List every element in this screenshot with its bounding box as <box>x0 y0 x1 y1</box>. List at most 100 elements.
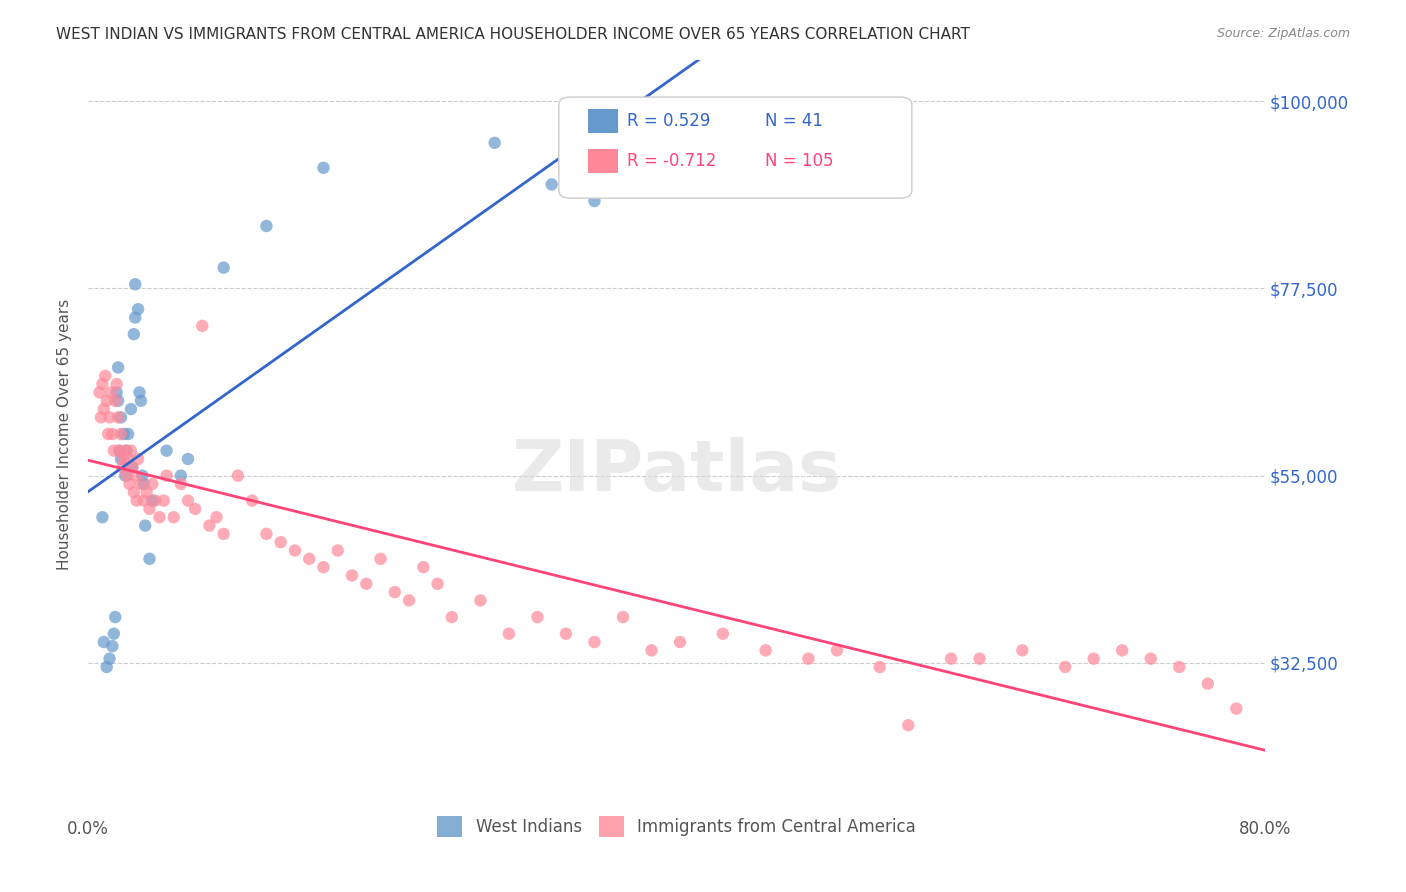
Point <box>326 543 349 558</box>
Point <box>98 651 121 665</box>
Point <box>105 377 128 392</box>
Point <box>110 410 132 425</box>
Point <box>398 593 420 607</box>
Point <box>114 468 136 483</box>
Point <box>1111 643 1133 657</box>
Point <box>177 493 200 508</box>
Point <box>132 477 155 491</box>
Point <box>97 427 120 442</box>
Point <box>135 485 157 500</box>
Point <box>939 651 962 665</box>
Point <box>284 543 307 558</box>
Point <box>212 260 235 275</box>
Point <box>797 651 820 665</box>
Point <box>470 593 492 607</box>
Point <box>256 219 278 233</box>
Point <box>212 527 235 541</box>
Point <box>96 393 118 408</box>
Point <box>112 427 135 442</box>
Point <box>412 560 434 574</box>
Point <box>669 635 692 649</box>
Point <box>969 651 991 665</box>
Legend: West Indians, Immigrants from Central America: West Indians, Immigrants from Central Am… <box>429 808 924 845</box>
Point <box>91 510 114 524</box>
Point <box>148 510 170 524</box>
Point <box>755 643 778 657</box>
Point <box>115 443 138 458</box>
Point <box>90 410 112 425</box>
Point <box>484 136 506 150</box>
Text: N = 41: N = 41 <box>765 112 823 130</box>
Text: R = -0.712: R = -0.712 <box>627 153 717 170</box>
Point <box>356 576 378 591</box>
Point <box>141 477 163 491</box>
Point <box>122 327 145 342</box>
Point <box>1197 676 1219 690</box>
Point <box>118 477 141 491</box>
Point <box>312 560 335 574</box>
Point <box>177 452 200 467</box>
Point <box>121 460 143 475</box>
Point <box>108 443 131 458</box>
Point <box>93 635 115 649</box>
Point <box>111 460 134 475</box>
Point <box>143 493 166 508</box>
Point <box>108 443 131 458</box>
Point <box>312 161 335 175</box>
Point <box>98 410 121 425</box>
Point <box>105 385 128 400</box>
Point <box>583 194 606 208</box>
Point <box>107 360 129 375</box>
Point <box>711 626 734 640</box>
Point <box>120 443 142 458</box>
Point <box>640 643 662 657</box>
Point <box>101 639 124 653</box>
Point <box>155 468 177 483</box>
Y-axis label: Householder Income Over 65 years: Householder Income Over 65 years <box>58 299 72 570</box>
Point <box>370 551 392 566</box>
Point <box>115 468 138 483</box>
Point <box>107 410 129 425</box>
Point <box>103 443 125 458</box>
Point <box>184 502 207 516</box>
Point <box>526 610 548 624</box>
Point <box>138 551 160 566</box>
Text: R = 0.529: R = 0.529 <box>627 112 710 130</box>
Point <box>191 318 214 333</box>
Point <box>132 493 155 508</box>
Point <box>256 527 278 541</box>
Point <box>384 585 406 599</box>
Point <box>101 427 124 442</box>
Point <box>226 468 249 483</box>
Point <box>825 643 848 657</box>
Point <box>655 161 678 175</box>
Point <box>124 277 146 292</box>
Point <box>125 493 148 508</box>
Point <box>121 460 143 475</box>
FancyBboxPatch shape <box>558 97 912 198</box>
Point <box>134 518 156 533</box>
Point <box>114 443 136 458</box>
Point <box>117 427 139 442</box>
Point <box>89 385 111 400</box>
Point <box>141 493 163 508</box>
Point <box>1083 651 1105 665</box>
Point <box>555 626 578 640</box>
Bar <box>588 109 617 133</box>
Point <box>540 178 562 192</box>
Point <box>127 452 149 467</box>
Point <box>426 576 449 591</box>
Point <box>104 393 127 408</box>
Point <box>124 468 146 483</box>
Point <box>94 368 117 383</box>
Point <box>124 310 146 325</box>
Point <box>129 393 152 408</box>
Point <box>240 493 263 508</box>
Point <box>104 610 127 624</box>
Point <box>298 551 321 566</box>
Text: N = 105: N = 105 <box>765 153 834 170</box>
Bar <box>588 150 617 173</box>
Point <box>170 477 193 491</box>
Point <box>1054 660 1077 674</box>
Point <box>131 468 153 483</box>
